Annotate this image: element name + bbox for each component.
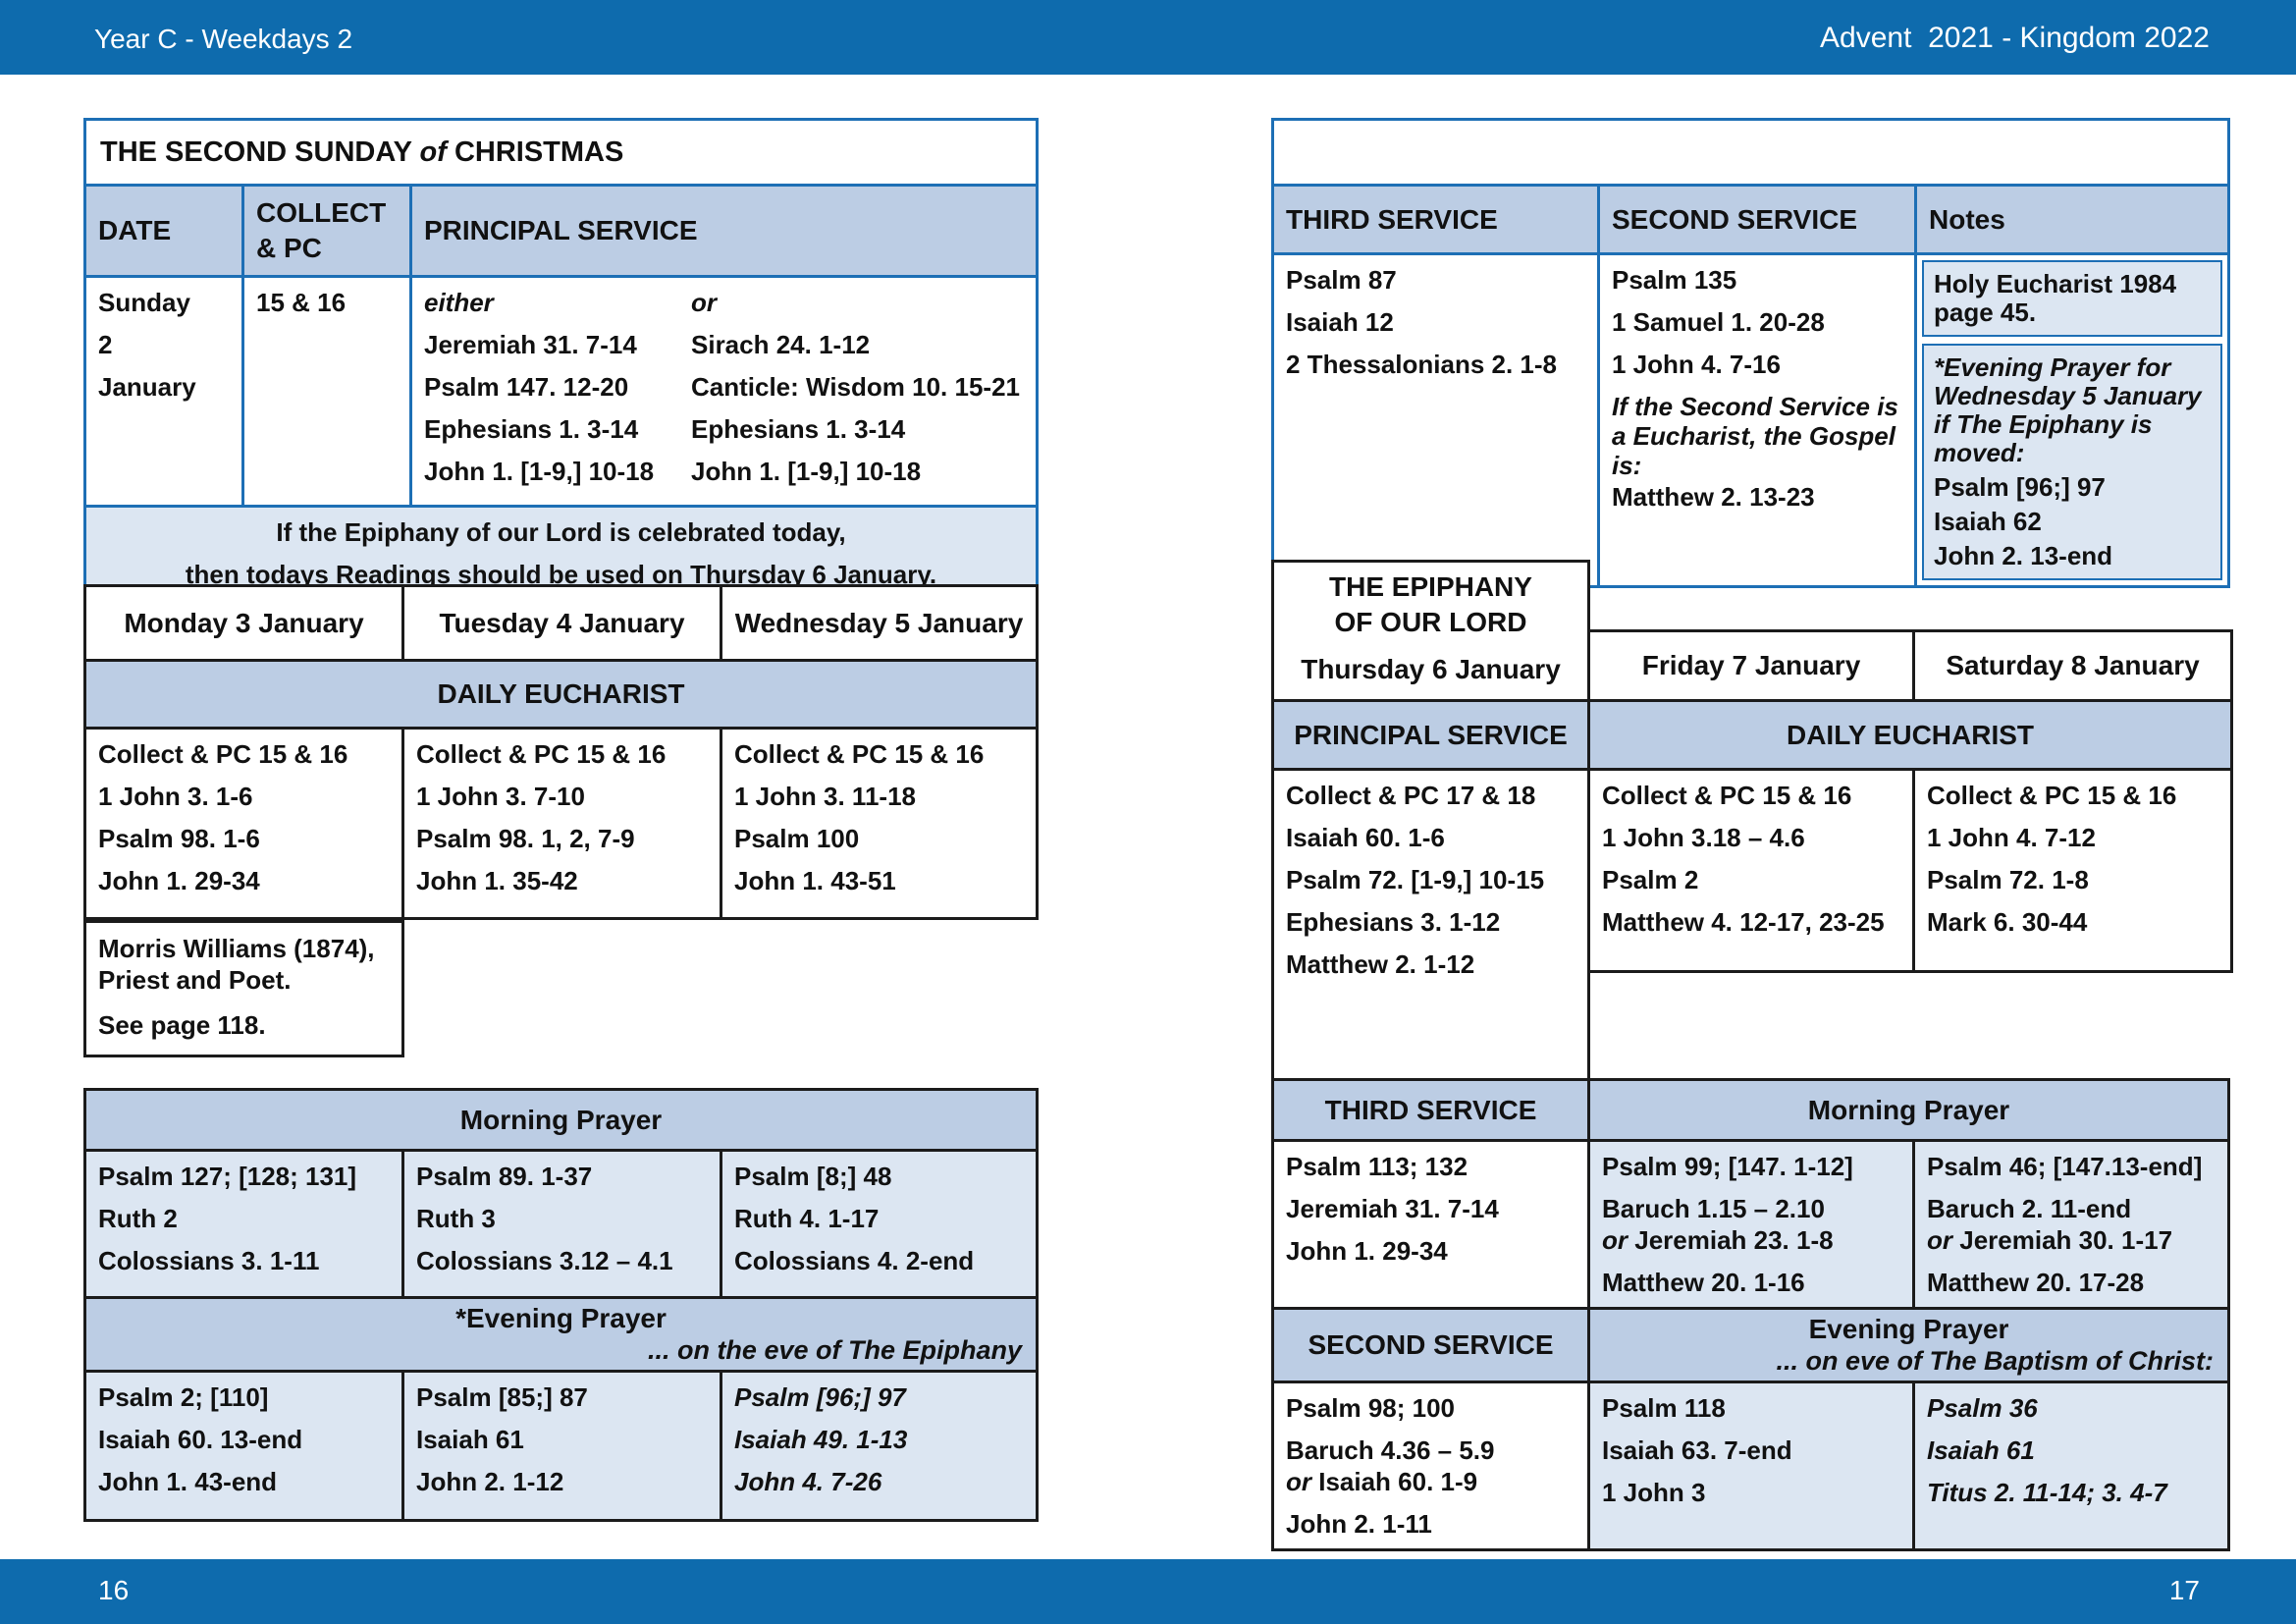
evening-prayer-band: *Evening Prayer ... on the eve of The Ep… (83, 1296, 1039, 1373)
second-service-band-right: SECOND SERVICE (1271, 1307, 1590, 1383)
header-left-title: Year C - Weekdays 2 (94, 24, 353, 54)
principal-or-readings: or Sirach 24. 1-12 Canticle: Wisdom 10. 15… (691, 288, 1020, 486)
page-header-bar: Year C - Weekdays 2 Advent 2021 - Kingdo… (0, 0, 2296, 75)
notes-column-header: Notes (1914, 184, 2230, 255)
thursday-second-service: Psalm 98; 100 Baruch 4.36 – 5.9 or Isaiah … (1271, 1380, 1590, 1551)
page-footer-bar: 16 17 (0, 1559, 2296, 1624)
header-right-title: Advent 2021 - Kingdom 2022 (1820, 22, 2210, 54)
wednesday-eucharist-readings: Collect & PC 15 & 16 1 John 3. 11-18 Psalm… (720, 727, 1039, 920)
notes-evening-prayer-alternative: *Evening Prayer for Wednesday 5 January … (1922, 344, 2222, 580)
day-header-friday: Friday 7 January (1587, 629, 1915, 702)
morning-evening-prayer-table: Morning Prayer Psalm 127; [128; 131] Ruth… (83, 1088, 1039, 1522)
tuesday-evening-prayer: Psalm [85;] 87 Isaiah 61 John 2. 1-12 (401, 1370, 722, 1522)
friday-evening-prayer: Psalm 118 Isaiah 63. 7-end 1 John 3 (1587, 1380, 1915, 1551)
saturday-evening-prayer: Psalm 36 Isaiah 61 Titus 2. 11-14; 3. 4-7 (1912, 1380, 2230, 1551)
principal-service-band: PRINCIPAL SERVICE (1271, 699, 1590, 771)
monday-eucharist-readings: Collect & PC 15 & 16 1 John 3. 1-6 Psalm 9… (83, 727, 404, 920)
wednesday-morning-prayer: Psalm [8;] 48 Ruth 4. 1-17 Colossians 4. 2… (720, 1149, 1039, 1299)
wednesday-evening-prayer: Psalm [96;] 97 Isaiah 49. 1-13 John 4. 7-2… (720, 1370, 1039, 1522)
principal-service-cell: either Jeremiah 31. 7-14 Psalm 147. 12-20 E… (409, 275, 1039, 508)
notes-cell: Holy Eucharist 1984 page 45. *Evening Pr… (1914, 252, 2230, 588)
notes-holy-eucharist: Holy Eucharist 1984 page 45. (1922, 260, 2222, 337)
evening-prayer-band-right-note: ... on eve of The Baptism of Christ: (1776, 1346, 2214, 1376)
third-service-column-header: THIRD SERVICE (1271, 184, 1600, 255)
left-page-number: 16 (98, 1575, 130, 1605)
third-service-readings: Psalm 87 Isaiah 12 2 Thessalonians 2. 1-8 (1271, 252, 1600, 588)
principal-either-readings: either Jeremiah 31. 7-14 Psalm 147. 12-20 E… (424, 288, 655, 486)
commemoration-note: Morris Williams (1874), Priest and Poet.… (83, 920, 404, 1057)
sunday-table-title: THE SECOND SUNDAY of CHRISTMAS (83, 118, 1039, 187)
day-header-saturday: Saturday 8 January (1912, 629, 2233, 702)
services-notes-table: THIRD SERVICE SECOND SERVICE Notes Psalm… (1271, 118, 2230, 588)
evening-prayer-band-right-title: Evening Prayer (1808, 1314, 2009, 1344)
sunday-table: THE SECOND SUNDAY of CHRISTMAS DATE COLL… (83, 118, 1039, 602)
saturday-morning-prayer: Psalm 46; [147.13-end] Baruch 2. 11-end or… (1912, 1139, 2230, 1310)
principal-service-column-header: PRINCIPAL SERVICE (409, 184, 1039, 278)
second-service-column-header: SECOND SERVICE (1597, 184, 1917, 255)
second-service-readings: Psalm 135 1 Samuel 1. 20-28 1 John 4. 7-16… (1597, 252, 1917, 588)
daily-eucharist-band: DAILY EUCHARIST (83, 659, 1039, 730)
evening-prayer-band-title: *Evening Prayer (455, 1303, 667, 1333)
epiphany-feast-cell: THE EPIPHANY OF OUR LORD Thursday 6 Janua… (1271, 560, 1590, 702)
evening-prayer-band-right: Evening Prayer ... on eve of The Baptism… (1587, 1307, 2230, 1383)
day-header-monday: Monday 3 January (83, 584, 404, 662)
monday-evening-prayer: Psalm 2; [110] Isaiah 60. 13-end John 1. 4… (83, 1370, 404, 1522)
services-table-empty-title (1271, 118, 2230, 187)
third-service-band-right: THIRD SERVICE (1271, 1078, 1590, 1142)
morning-prayer-band: Morning Prayer (83, 1088, 1039, 1152)
collect-pc-cell: 15 & 16 (241, 275, 412, 508)
date-cell: Sunday 2 January (83, 275, 244, 508)
date-column-header: DATE (83, 184, 244, 278)
tuesday-morning-prayer: Psalm 89. 1-37 Ruth 3 Colossians 3.12 – 4.… (401, 1149, 722, 1299)
feast-title: THE EPIPHANY OF OUR LORD (1329, 571, 1532, 637)
friday-morning-prayer: Psalm 99; [147. 1-12] Baruch 1.15 – 2.10 o… (1587, 1139, 1915, 1310)
friday-eucharist-readings: Collect & PC 15 & 16 1 John 3.18 – 4.6 Psa… (1587, 768, 1915, 973)
monday-morning-prayer: Psalm 127; [128; 131] Ruth 2 Colossians 3.… (83, 1149, 404, 1299)
thursday-third-service: Psalm 113; 132 Jeremiah 31. 7-14 John 1. 2… (1271, 1139, 1590, 1310)
day-header-tuesday: Tuesday 4 January (401, 584, 722, 662)
epiphany-services-table: THIRD SERVICE Morning Prayer Psalm 113; … (1271, 1078, 2230, 1551)
collect-pc-column-header: COLLECT & PC (241, 184, 412, 278)
daily-eucharist-band-right: DAILY EUCHARIST (1587, 699, 2233, 771)
tuesday-eucharist-readings: Collect & PC 15 & 16 1 John 3. 7-10 Psalm … (401, 727, 722, 920)
day-header-wednesday: Wednesday 5 January (720, 584, 1039, 662)
morning-prayer-band-right: Morning Prayer (1587, 1078, 2230, 1142)
day-header-thursday: Thursday 6 January (1301, 654, 1561, 684)
thursday-principal-readings: Collect & PC 17 & 18 Isaiah 60. 1-6 Psalm … (1271, 768, 1590, 1081)
weekday-eucharist-table: Monday 3 January Tuesday 4 January Wedne… (83, 584, 1039, 920)
saturday-eucharist-readings: Collect & PC 15 & 16 1 John 4. 7-12 Psalm … (1912, 768, 2233, 973)
evening-prayer-band-note: ... on the eve of The Epiphany (647, 1335, 1022, 1365)
right-page-number: 17 (2168, 1575, 2200, 1605)
